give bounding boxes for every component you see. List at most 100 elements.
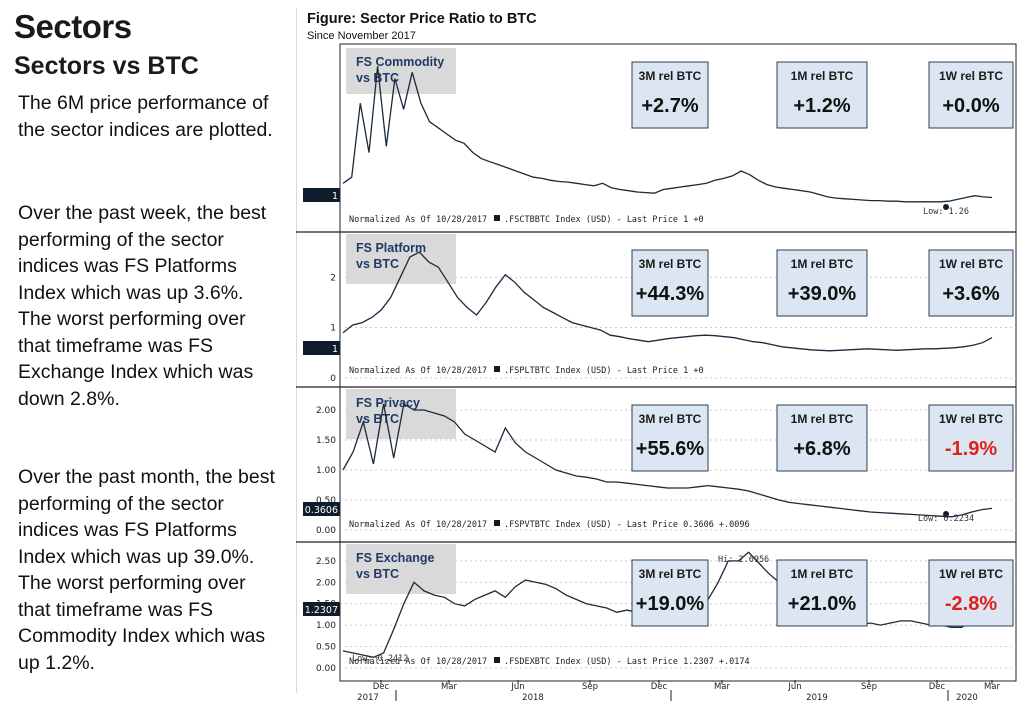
x-month-label: Sep [861, 682, 877, 692]
section-subheading: Sectors vs BTC [14, 52, 199, 80]
stat-label: 1W rel BTC [939, 69, 1003, 83]
stat-box [928, 61, 1014, 129]
stat-label: 1M rel BTC [791, 69, 854, 83]
low-marker [943, 204, 949, 210]
y-tick-label: 2.00 [316, 578, 336, 588]
stat-box [928, 559, 1014, 627]
y-tick-label: 1 [330, 324, 336, 334]
last-price-tag [303, 341, 340, 355]
stat-box [776, 61, 868, 129]
y-tick-label: 1.00 [316, 621, 336, 631]
y-tick-label: 0.50 [316, 496, 336, 506]
commentary-paragraph-2: Over the past week, the best performing … [18, 202, 267, 410]
stat-value: +19.0% [636, 593, 705, 615]
last-price-value: 1 [332, 191, 338, 202]
stat-box [928, 404, 1014, 472]
series-title-line1: FS Commodity [356, 55, 444, 69]
legend-normalized: Normalized As Of 10/28/2017 [349, 657, 487, 667]
x-month-label: Mar [441, 682, 458, 692]
stat-label: 3M rel BTC [639, 567, 702, 581]
stat-label: 3M rel BTC [639, 412, 702, 426]
stat-value: +1.2% [793, 95, 850, 117]
series-title-line2: vs BTC [356, 257, 399, 271]
low-marker [943, 511, 949, 517]
low-label: Low: 0.2234 [918, 514, 974, 524]
stat-box [631, 249, 709, 317]
y-tick-label: 2.00 [316, 406, 336, 416]
legend-normalized: Normalized As Of 10/28/2017 [349, 215, 487, 225]
stat-value: +55.6% [636, 438, 705, 460]
stat-label: 3M rel BTC [639, 257, 702, 271]
series-title-line1: FS Platform [356, 241, 426, 255]
stat-value: -1.9% [945, 438, 997, 460]
series-title-line2: vs BTC [356, 567, 399, 581]
y-tick-label: 0.50 [316, 643, 336, 653]
low-label: Low: 0.2412 [352, 654, 408, 664]
x-month-label: Dec [929, 682, 946, 692]
series-title-background [346, 48, 456, 94]
stat-value: +39.0% [788, 283, 857, 305]
column-divider [296, 8, 297, 693]
legend-series: .FSPVTBTC Index (USD) - Last Price 0.360… [504, 520, 750, 530]
x-year-label: 2019 [806, 693, 828, 703]
x-year-label: 2017 [357, 693, 379, 703]
legend-series: .FSPLTBTC Index (USD) - Last Price 1 +0 [504, 366, 704, 376]
stat-value: -2.8% [945, 593, 997, 615]
legend-swatch [494, 657, 500, 663]
stat-box [631, 404, 709, 472]
last-price-tag [303, 602, 340, 616]
stat-box [776, 559, 868, 627]
stat-box [776, 249, 868, 317]
series-title-line2: vs BTC [356, 71, 399, 85]
y-tick-label: 0.00 [316, 664, 336, 674]
series-title-background [346, 544, 456, 594]
figure-title: Figure: Sector Price Ratio to BTC [307, 11, 537, 27]
y-tick-label: 1.50 [316, 436, 336, 446]
y-tick-label: 2 [330, 273, 336, 283]
stat-label: 1M rel BTC [791, 412, 854, 426]
stat-box [928, 249, 1014, 317]
series-line [342, 402, 993, 518]
stat-label: 3M rel BTC [639, 69, 702, 83]
stat-label: 1W rel BTC [939, 257, 1003, 271]
low-label: Low: 1.26 [923, 207, 969, 217]
stat-value: +21.0% [788, 593, 857, 615]
series-line [342, 251, 993, 352]
stat-value: +2.7% [641, 95, 698, 117]
stat-label: 1W rel BTC [939, 412, 1003, 426]
stat-label: 1W rel BTC [939, 567, 1003, 581]
stat-box [776, 404, 868, 472]
section-heading: Sectors [14, 8, 132, 45]
last-price-tag [303, 188, 340, 202]
stat-label: 1M rel BTC [791, 567, 854, 581]
legend-normalized: Normalized As Of 10/28/2017 [349, 520, 487, 530]
figure-frame [339, 43, 1017, 682]
stat-value: +6.8% [793, 438, 850, 460]
x-year-label: 2018 [522, 693, 544, 703]
last-price-value: 1.2307 [305, 605, 338, 616]
commentary-paragraph-3: Over the past month, the best performing… [18, 466, 275, 674]
legend-series: .FSDEXBTC Index (USD) - Last Price 1.230… [504, 657, 750, 667]
x-month-label: Sep [582, 682, 598, 692]
stat-value: +0.0% [942, 95, 999, 117]
legend-series: .FSCTBBTC Index (USD) - Last Price 1 +0 [504, 215, 704, 225]
last-price-value: 0.3606 [305, 505, 338, 516]
y-tick-label: 0 [330, 374, 336, 384]
series-title-line2: vs BTC [356, 412, 399, 426]
x-month-label: Dec [373, 682, 390, 692]
last-price-value: 1 [332, 344, 338, 355]
stat-box [631, 61, 709, 129]
figure-subtitle: Since November 2017 [307, 30, 416, 42]
commentary-paragraph-1: The 6M price performance of the sector i… [18, 92, 273, 141]
x-month-label: Dec [651, 682, 668, 692]
commentary-panel: Sectors Sectors vs BTC The 6M price perf… [0, 0, 296, 703]
x-month-label: Mar [984, 682, 1001, 692]
stat-value: +44.3% [636, 283, 705, 305]
stat-box [631, 559, 709, 627]
series-title-line1: FS Exchange [356, 551, 435, 565]
stat-value: +3.6% [942, 283, 999, 305]
y-tick-label: 1.00 [316, 466, 336, 476]
x-month-label: Jun [510, 682, 524, 692]
legend-swatch [494, 520, 500, 526]
